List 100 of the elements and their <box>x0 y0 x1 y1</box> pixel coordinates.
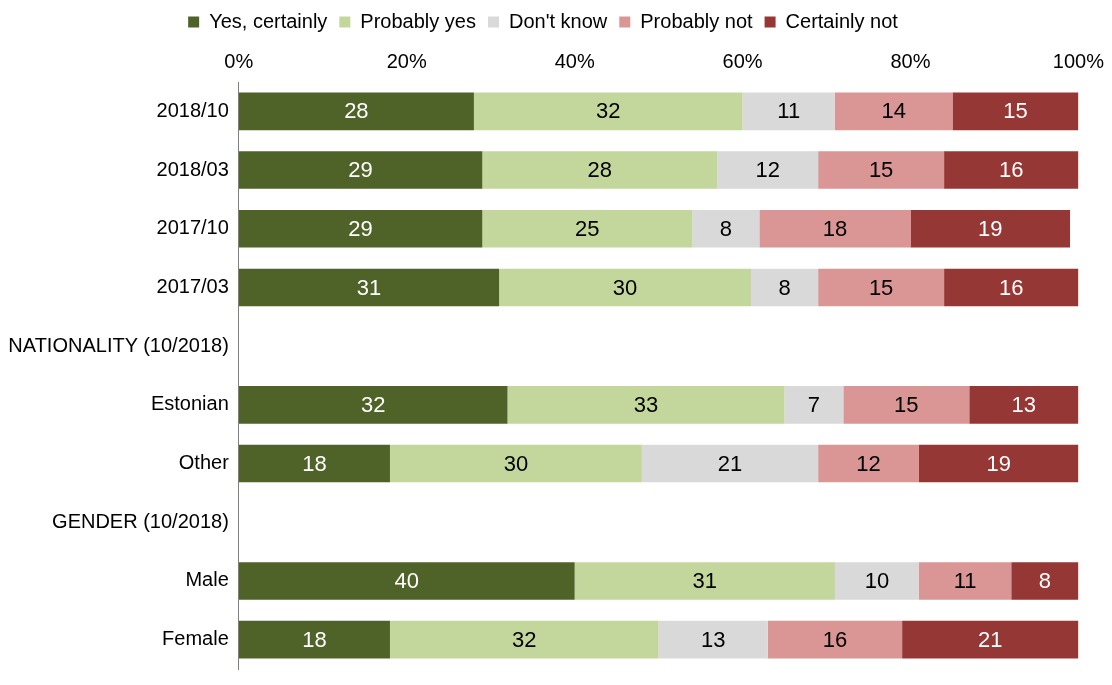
bar <box>902 620 1079 659</box>
bar <box>574 562 835 600</box>
bar <box>389 444 642 483</box>
x-tick-label: 0% <box>224 49 254 72</box>
y-tick-label: NATIONALITY (10/2018) <box>8 333 229 356</box>
data-label: 7 <box>807 391 821 417</box>
y-tick-label: 2017/03 <box>156 274 229 297</box>
data-label: 21 <box>717 450 743 476</box>
data-label: 31 <box>356 274 382 300</box>
bar <box>910 209 1071 248</box>
data-label: 13 <box>1011 391 1037 417</box>
legend-label: Yes, certainly <box>209 9 328 32</box>
bar <box>742 92 835 131</box>
data-label: 8 <box>719 215 732 241</box>
data-label: 19 <box>978 215 1003 241</box>
bar <box>238 268 500 307</box>
bar <box>717 151 819 189</box>
bar <box>944 151 1079 189</box>
data-label: 18 <box>302 626 327 652</box>
data-label: 28 <box>344 98 369 124</box>
bar <box>473 92 743 131</box>
bar <box>238 209 483 248</box>
data-label: 40 <box>394 568 419 594</box>
data-label: 25 <box>575 215 600 241</box>
x-tick-label: 40% <box>554 49 595 72</box>
bar <box>834 92 953 131</box>
legend-label: Probably yes <box>360 9 476 32</box>
data-label: 8 <box>778 274 791 300</box>
bar <box>969 386 1079 424</box>
data-label: 33 <box>633 391 659 417</box>
bar <box>482 209 693 248</box>
data-label: 16 <box>999 157 1024 183</box>
data-label: 29 <box>348 215 373 241</box>
legend-label: Certainly not <box>785 9 899 32</box>
data-label: 15 <box>894 391 919 417</box>
data-label: 32 <box>360 391 386 417</box>
bar <box>784 386 844 424</box>
data-label: 30 <box>612 274 638 300</box>
bar <box>918 562 1012 600</box>
bar <box>238 444 390 483</box>
data-label: 29 <box>348 157 373 183</box>
bar <box>482 151 718 189</box>
bar <box>750 268 819 307</box>
data-label: 12 <box>755 157 781 183</box>
data-label: 18 <box>822 215 848 241</box>
bar <box>918 444 1079 483</box>
y-tick-label: Estonian <box>150 392 229 415</box>
bar <box>834 562 919 600</box>
bar <box>767 620 903 659</box>
data-label: 32 <box>596 98 621 124</box>
x-tick-label: 80% <box>890 49 931 72</box>
data-label: 14 <box>881 98 906 124</box>
data-label: 16 <box>822 626 848 652</box>
data-label: 32 <box>512 626 537 652</box>
bar <box>238 620 390 659</box>
data-label: 16 <box>999 274 1024 300</box>
bar <box>238 92 474 131</box>
legend-label: Probably not <box>640 9 754 32</box>
data-label: 12 <box>856 450 881 476</box>
data-label: 19 <box>986 450 1011 476</box>
bar <box>692 209 760 248</box>
x-tick-label: 100% <box>1052 49 1105 72</box>
y-tick-label: 2018/10 <box>156 98 229 121</box>
data-label: 13 <box>700 626 726 652</box>
bar <box>389 620 659 659</box>
bar <box>499 268 751 307</box>
data-label: 18 <box>302 450 327 476</box>
y-tick-label: 2017/10 <box>156 216 229 239</box>
bar <box>238 386 508 424</box>
bar <box>818 151 945 189</box>
bar <box>818 444 919 483</box>
bar <box>759 209 911 248</box>
data-label: 11 <box>777 98 801 124</box>
data-label: 15 <box>868 157 894 183</box>
bar <box>658 620 768 659</box>
data-label: 10 <box>864 568 890 594</box>
bar <box>238 151 483 189</box>
bar <box>1011 562 1079 600</box>
y-tick-label: Other <box>178 451 230 474</box>
data-label: 15 <box>1003 98 1028 124</box>
x-tick-label: 20% <box>386 49 427 72</box>
bar <box>843 386 970 424</box>
data-label: 30 <box>503 450 529 476</box>
bar <box>238 562 575 600</box>
bar <box>818 268 945 307</box>
bar <box>641 444 819 483</box>
data-label: 8 <box>1038 568 1051 594</box>
x-tick-label: 60% <box>722 49 763 72</box>
data-label: 31 <box>692 568 718 594</box>
bar <box>952 92 1079 131</box>
data-label: 15 <box>868 274 894 300</box>
y-tick-label: GENDER (10/2018) <box>52 509 229 532</box>
data-label: 21 <box>978 626 1003 652</box>
legend-label: Don't know <box>508 9 608 32</box>
y-tick-label: Female <box>162 627 229 650</box>
data-label: 28 <box>587 157 613 183</box>
bar <box>507 386 785 424</box>
bar <box>944 268 1079 307</box>
y-tick-label: Male <box>185 568 229 591</box>
data-label: 11 <box>953 568 977 594</box>
